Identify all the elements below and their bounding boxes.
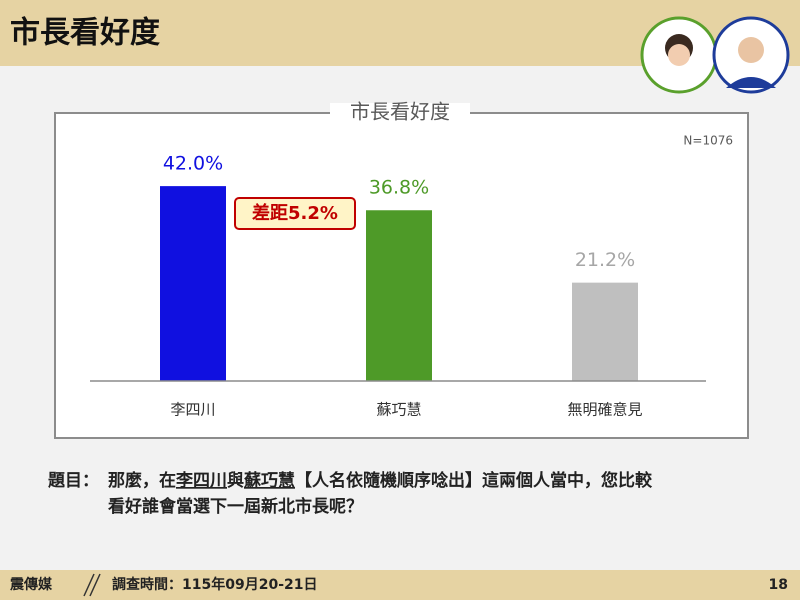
annotation-box bbox=[234, 197, 356, 230]
question-label: 題目： bbox=[48, 471, 99, 491]
page-number: 18 bbox=[769, 577, 788, 593]
bar bbox=[160, 186, 226, 381]
question-name: 李四川 bbox=[176, 470, 227, 491]
plot: 42.0% 李四川 36.8% 蘇巧慧 21.2% 無明確意見 bbox=[160, 153, 643, 419]
bar bbox=[572, 282, 638, 381]
page-title: 市長看好度 bbox=[10, 16, 160, 51]
footer-source: 震傳媒 bbox=[9, 576, 53, 593]
photos bbox=[640, 16, 790, 94]
question-text: 看好誰會當選下一屆新北市長呢？ bbox=[107, 496, 363, 517]
question-line: 那麼，在李四川與蘇巧慧【人名依隨機順序唸出】這兩個人當中，您比較 bbox=[108, 470, 653, 491]
question-text: 【人名依隨機順序唸出】這兩個人當中，您比較 bbox=[295, 470, 653, 491]
bar bbox=[366, 210, 432, 381]
question-name: 蘇巧慧 bbox=[243, 470, 295, 491]
value-label: 42.0% bbox=[163, 153, 223, 175]
category-label: 無明確意見 bbox=[567, 401, 642, 419]
annotation: 差距5.2% bbox=[252, 202, 338, 224]
category-label: 李四川 bbox=[170, 401, 215, 419]
chart-title-gap bbox=[330, 103, 470, 123]
question-text: 那麼，在 bbox=[108, 470, 176, 491]
footer-band bbox=[0, 570, 800, 600]
sample-size: N=1076 bbox=[683, 134, 733, 148]
footer-date: 調查時間：115年09月20-21日 bbox=[112, 576, 317, 593]
footer-divider bbox=[83, 573, 101, 597]
photo-right-face bbox=[738, 37, 764, 63]
photo-right-shirt bbox=[726, 77, 776, 88]
question-text: 與 bbox=[227, 470, 244, 491]
chart-title: 市長看好度 bbox=[350, 100, 450, 124]
photo-left-face bbox=[668, 44, 690, 66]
value-label: 36.8% bbox=[369, 177, 429, 199]
value-label: 21.2% bbox=[575, 249, 635, 271]
category-label: 蘇巧慧 bbox=[376, 401, 421, 419]
